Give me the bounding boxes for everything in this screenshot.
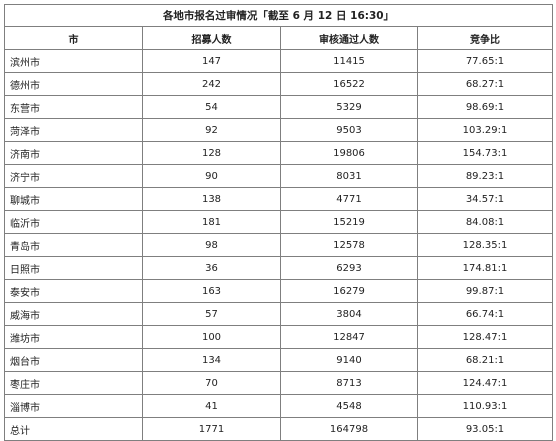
cell-passed: 8031 <box>280 164 418 188</box>
table-row: 威海市 57 3804 66.74:1 <box>4 302 553 326</box>
table-row: 枣庄市 70 8713 124.47:1 <box>4 371 553 395</box>
table-row: 淄博市 41 4548 110.93:1 <box>4 394 553 418</box>
table-row: 济南市 128 19806 154.73:1 <box>4 141 553 165</box>
cell-passed: 12847 <box>280 325 418 349</box>
cell-ratio: 66.74:1 <box>417 302 553 326</box>
table-row: 临沂市 181 15219 84.08:1 <box>4 210 553 234</box>
cell-city: 菏泽市 <box>4 118 143 142</box>
cell-passed: 3804 <box>280 302 418 326</box>
table-body: 滨州市 147 11415 77.65:1 德州市 242 16522 68.27:1 东营市 5… <box>4 49 553 441</box>
table-row: 青岛市 98 12578 128.35:1 <box>4 233 553 257</box>
cell-recruit: 36 <box>142 256 281 280</box>
report-container: 各地市报名过审情况「截至 6 月 12 日 16:30」 市 招募人数 审核通过… <box>4 4 553 441</box>
cell-ratio: 103.29:1 <box>417 118 553 142</box>
cell-passed: 4771 <box>280 187 418 211</box>
header-recruit: 招募人数 <box>142 26 281 50</box>
table-row: 聊城市 138 4771 34.57:1 <box>4 187 553 211</box>
cell-passed: 6293 <box>280 256 418 280</box>
cell-recruit: 100 <box>142 325 281 349</box>
cell-ratio: 84.08:1 <box>417 210 553 234</box>
total-ratio: 93.05:1 <box>417 417 553 441</box>
cell-city: 烟台市 <box>4 348 143 372</box>
cell-passed: 11415 <box>280 49 418 73</box>
total-passed: 164798 <box>280 417 418 441</box>
table-row: 泰安市 163 16279 99.87:1 <box>4 279 553 303</box>
cell-recruit: 92 <box>142 118 281 142</box>
header-city: 市 <box>4 26 143 50</box>
cell-passed: 15219 <box>280 210 418 234</box>
cell-ratio: 128.35:1 <box>417 233 553 257</box>
cell-recruit: 163 <box>142 279 281 303</box>
registration-table: 各地市报名过审情况「截至 6 月 12 日 16:30」 市 招募人数 审核通过… <box>4 4 553 441</box>
cell-city: 临沂市 <box>4 210 143 234</box>
cell-passed: 12578 <box>280 233 418 257</box>
total-row: 总计 1771 164798 93.05:1 <box>4 417 553 441</box>
cell-city: 潍坊市 <box>4 325 143 349</box>
cell-city: 济南市 <box>4 141 143 165</box>
cell-passed: 9140 <box>280 348 418 372</box>
cell-recruit: 134 <box>142 348 281 372</box>
title-row: 各地市报名过审情况「截至 6 月 12 日 16:30」 <box>4 4 553 27</box>
table-row: 菏泽市 92 9503 103.29:1 <box>4 118 553 142</box>
cell-recruit: 90 <box>142 164 281 188</box>
header-ratio: 竞争比 <box>417 26 553 50</box>
cell-city: 青岛市 <box>4 233 143 257</box>
total-recruit: 1771 <box>142 417 281 441</box>
table-row: 滨州市 147 11415 77.65:1 <box>4 49 553 73</box>
cell-ratio: 99.87:1 <box>417 279 553 303</box>
cell-city: 东营市 <box>4 95 143 119</box>
cell-passed: 16279 <box>280 279 418 303</box>
cell-ratio: 89.23:1 <box>417 164 553 188</box>
table-row: 济宁市 90 8031 89.23:1 <box>4 164 553 188</box>
header-row: 市 招募人数 审核通过人数 竞争比 <box>4 26 553 50</box>
cell-ratio: 34.57:1 <box>417 187 553 211</box>
cell-recruit: 242 <box>142 72 281 96</box>
cell-city: 日照市 <box>4 256 143 280</box>
table-row: 德州市 242 16522 68.27:1 <box>4 72 553 96</box>
cell-recruit: 54 <box>142 95 281 119</box>
cell-passed: 19806 <box>280 141 418 165</box>
cell-ratio: 68.27:1 <box>417 72 553 96</box>
cell-passed: 4548 <box>280 394 418 418</box>
cell-recruit: 128 <box>142 141 281 165</box>
table-row: 烟台市 134 9140 68.21:1 <box>4 348 553 372</box>
cell-recruit: 70 <box>142 371 281 395</box>
table-row: 东营市 54 5329 98.69:1 <box>4 95 553 119</box>
cell-recruit: 138 <box>142 187 281 211</box>
cell-ratio: 128.47:1 <box>417 325 553 349</box>
cell-city: 聊城市 <box>4 187 143 211</box>
cell-recruit: 98 <box>142 233 281 257</box>
cell-city: 淄博市 <box>4 394 143 418</box>
table-row: 潍坊市 100 12847 128.47:1 <box>4 325 553 349</box>
cell-ratio: 174.81:1 <box>417 256 553 280</box>
cell-ratio: 77.65:1 <box>417 49 553 73</box>
cell-passed: 9503 <box>280 118 418 142</box>
cell-city: 德州市 <box>4 72 143 96</box>
cell-passed: 16522 <box>280 72 418 96</box>
cell-recruit: 57 <box>142 302 281 326</box>
cell-city: 枣庄市 <box>4 371 143 395</box>
cell-recruit: 181 <box>142 210 281 234</box>
table-title: 各地市报名过审情况「截至 6 月 12 日 16:30」 <box>4 4 553 27</box>
cell-ratio: 154.73:1 <box>417 141 553 165</box>
header-passed: 审核通过人数 <box>280 26 418 50</box>
cell-recruit: 41 <box>142 394 281 418</box>
cell-city: 济宁市 <box>4 164 143 188</box>
cell-ratio: 110.93:1 <box>417 394 553 418</box>
total-city: 总计 <box>4 417 143 441</box>
cell-passed: 8713 <box>280 371 418 395</box>
cell-city: 泰安市 <box>4 279 143 303</box>
cell-city: 滨州市 <box>4 49 143 73</box>
cell-recruit: 147 <box>142 49 281 73</box>
cell-passed: 5329 <box>280 95 418 119</box>
cell-ratio: 98.69:1 <box>417 95 553 119</box>
table-row: 日照市 36 6293 174.81:1 <box>4 256 553 280</box>
cell-city: 威海市 <box>4 302 143 326</box>
cell-ratio: 124.47:1 <box>417 371 553 395</box>
cell-ratio: 68.21:1 <box>417 348 553 372</box>
